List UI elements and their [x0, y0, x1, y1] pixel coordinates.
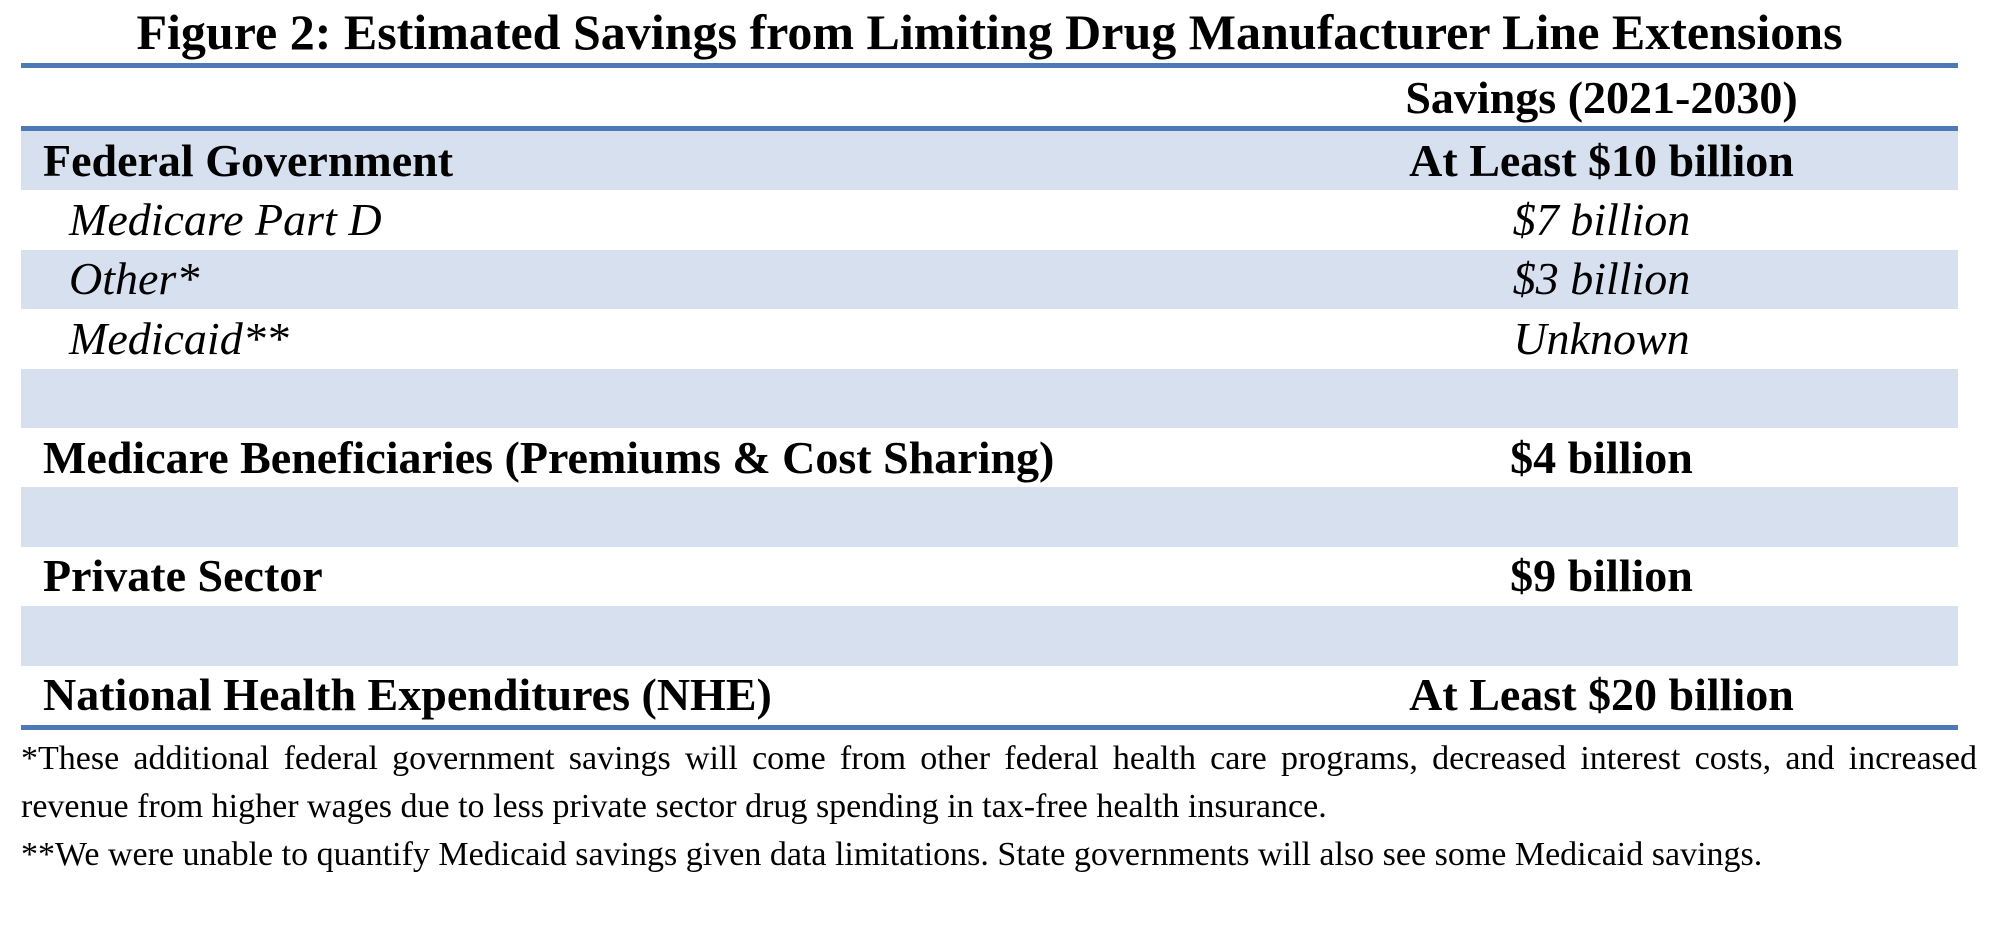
footnote-line-extensions: *These additional federal government sav… [21, 739, 1977, 825]
table-row-other: Other* $3 billion [21, 249, 1958, 310]
top-rule [21, 63, 1958, 68]
row-value: Unknown [1513, 312, 1690, 364]
figure-title: Figure 2: Estimated Savings from Limitin… [136, 3, 1843, 60]
row-label: Federal Government [43, 134, 454, 186]
row-label: Medicaid** [69, 312, 289, 364]
row-value: At Least $10 billion [1409, 134, 1794, 186]
spacer-row [21, 487, 1958, 547]
footnote-medicaid: **We were unable to quantify Medicaid sa… [21, 835, 1763, 873]
table-row-medicare-beneficiaries: Medicare Beneficiaries (Premiums & Cost … [21, 428, 1958, 487]
row-value: $7 billion [1512, 194, 1691, 246]
table-row-nhe: National Health Expenditures (NHE) At Le… [21, 666, 1958, 725]
header-rule [21, 126, 1958, 131]
row-value: At Least $20 billion [1409, 669, 1794, 721]
row-label: Private Sector [43, 550, 323, 602]
table-row-federal-government: Federal Government At Least $10 billion [21, 131, 1958, 191]
table-area: Figure 2: Estimated Savings from Limitin… [21, 0, 1958, 730]
spacer-row [21, 368, 1958, 428]
savings-column-header: Savings (2021-2030) [1405, 71, 1798, 123]
table-row-private-sector: Private Sector $9 billion [21, 547, 1958, 606]
row-label: Medicare Part D [69, 194, 382, 246]
row-value: $9 billion [1510, 550, 1693, 602]
table-row-medicaid: Medicaid** Unknown [21, 309, 1958, 368]
row-value: $3 billion [1512, 253, 1691, 305]
row-value: $4 billion [1510, 431, 1693, 483]
table-row-medicare-part-d: Medicare Part D $7 billion [21, 190, 1958, 249]
bottom-rule [21, 724, 1958, 730]
row-label: Medicare Beneficiaries (Premiums & Cost … [43, 431, 1055, 483]
footnotes: *These additional federal government sav… [21, 735, 1977, 879]
spacer-row [21, 606, 1958, 666]
row-label: National Health Expenditures (NHE) [43, 669, 772, 721]
row-label: Other* [69, 253, 200, 305]
header-row: Savings (2021-2030) [21, 68, 1958, 126]
